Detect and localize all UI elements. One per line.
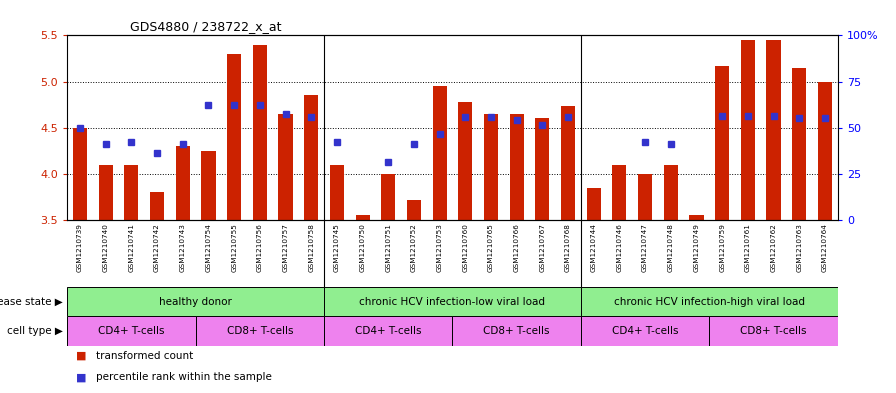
Bar — [67, 316, 195, 346]
Bar — [689, 215, 703, 220]
Bar — [587, 188, 601, 220]
Bar — [766, 40, 780, 220]
Bar — [710, 316, 838, 346]
Text: transformed count: transformed count — [96, 351, 194, 361]
Bar — [433, 86, 447, 220]
Text: GSM1210747: GSM1210747 — [642, 223, 648, 272]
Text: GSM1210743: GSM1210743 — [180, 223, 185, 272]
Text: GSM1210767: GSM1210767 — [539, 223, 546, 272]
Bar — [279, 114, 293, 220]
Bar — [452, 316, 581, 346]
Bar — [125, 165, 139, 220]
Bar — [818, 82, 832, 220]
Text: GSM1210765: GSM1210765 — [488, 223, 494, 272]
Text: GSM1210764: GSM1210764 — [822, 223, 828, 272]
Bar — [73, 128, 87, 220]
Text: GSM1210755: GSM1210755 — [231, 223, 237, 272]
Bar — [741, 40, 755, 220]
Bar — [638, 174, 652, 220]
Text: GSM1210754: GSM1210754 — [205, 223, 211, 272]
Bar — [510, 114, 524, 220]
Bar — [381, 174, 395, 220]
Text: GSM1210740: GSM1210740 — [103, 223, 108, 272]
Text: GSM1210741: GSM1210741 — [128, 223, 134, 272]
Text: GSM1210768: GSM1210768 — [565, 223, 571, 272]
Text: GSM1210752: GSM1210752 — [411, 223, 417, 272]
Bar — [253, 44, 267, 220]
Text: cell type ▶: cell type ▶ — [7, 326, 63, 336]
Bar — [324, 316, 452, 346]
Bar — [561, 107, 575, 220]
Bar — [99, 165, 113, 220]
Text: CD8+ T-cells: CD8+ T-cells — [484, 326, 550, 336]
Bar — [304, 95, 318, 220]
Text: CD8+ T-cells: CD8+ T-cells — [740, 326, 806, 336]
Bar — [535, 119, 549, 220]
Bar — [715, 66, 729, 220]
Text: GSM1210759: GSM1210759 — [719, 223, 725, 272]
Text: GSM1210761: GSM1210761 — [745, 223, 751, 272]
Bar — [150, 192, 164, 220]
Text: GSM1210742: GSM1210742 — [154, 223, 160, 272]
Bar — [612, 165, 626, 220]
Text: GSM1210751: GSM1210751 — [385, 223, 392, 272]
Text: GSM1210756: GSM1210756 — [257, 223, 263, 272]
Text: disease state ▶: disease state ▶ — [0, 297, 63, 307]
Text: GSM1210748: GSM1210748 — [668, 223, 674, 272]
Text: GSM1210766: GSM1210766 — [513, 223, 520, 272]
Bar — [458, 102, 472, 220]
Bar — [792, 68, 806, 220]
Text: GSM1210746: GSM1210746 — [616, 223, 623, 272]
Text: ■: ■ — [76, 372, 87, 382]
Text: CD4+ T-cells: CD4+ T-cells — [99, 326, 165, 336]
Bar — [176, 146, 190, 220]
Text: CD4+ T-cells: CD4+ T-cells — [612, 326, 678, 336]
Text: GDS4880 / 238722_x_at: GDS4880 / 238722_x_at — [130, 20, 281, 33]
Bar — [484, 114, 498, 220]
Text: CD8+ T-cells: CD8+ T-cells — [227, 326, 293, 336]
Text: GSM1210745: GSM1210745 — [334, 223, 340, 272]
Text: chronic HCV infection-low viral load: chronic HCV infection-low viral load — [359, 297, 546, 307]
Text: GSM1210744: GSM1210744 — [590, 223, 597, 272]
Bar — [324, 287, 581, 316]
Text: GSM1210763: GSM1210763 — [797, 223, 802, 272]
Text: GSM1210758: GSM1210758 — [308, 223, 314, 272]
Text: chronic HCV infection-high viral load: chronic HCV infection-high viral load — [614, 297, 805, 307]
Text: ■: ■ — [76, 351, 87, 361]
Bar — [581, 287, 838, 316]
Bar — [407, 200, 421, 220]
Text: CD4+ T-cells: CD4+ T-cells — [355, 326, 421, 336]
Bar — [664, 165, 678, 220]
Bar — [67, 287, 324, 316]
Text: healthy donor: healthy donor — [159, 297, 232, 307]
Bar — [195, 316, 324, 346]
Bar — [227, 54, 241, 220]
Text: GSM1210749: GSM1210749 — [694, 223, 700, 272]
Text: GSM1210739: GSM1210739 — [77, 223, 83, 272]
Text: GSM1210762: GSM1210762 — [771, 223, 777, 272]
Bar — [202, 151, 216, 220]
Bar — [356, 215, 370, 220]
Bar — [581, 316, 710, 346]
Text: GSM1210750: GSM1210750 — [359, 223, 366, 272]
Text: GSM1210760: GSM1210760 — [462, 223, 469, 272]
Text: GSM1210753: GSM1210753 — [436, 223, 443, 272]
Text: percentile rank within the sample: percentile rank within the sample — [96, 372, 271, 382]
Bar — [330, 165, 344, 220]
Text: GSM1210757: GSM1210757 — [282, 223, 289, 272]
